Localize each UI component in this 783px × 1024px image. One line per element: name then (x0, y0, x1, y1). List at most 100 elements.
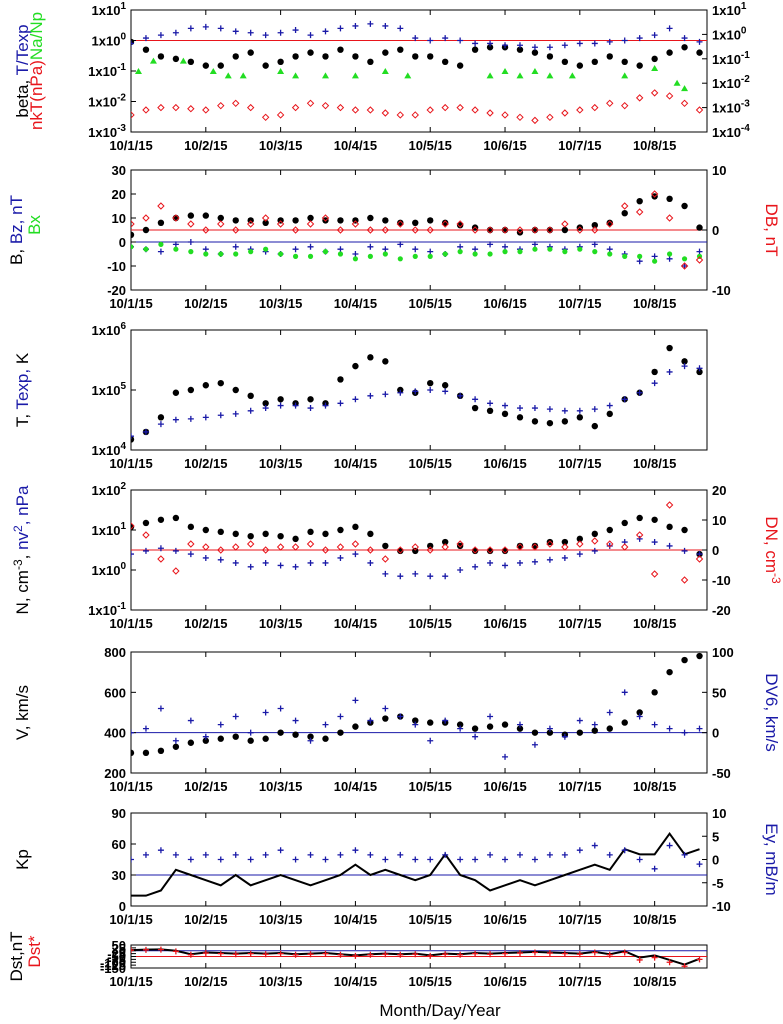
data-point (131, 436, 135, 443)
data-point (412, 856, 419, 863)
data-point (202, 851, 209, 858)
data-point (179, 57, 187, 64)
data-point (427, 737, 434, 744)
axis-label: DN, cm-3 (762, 516, 783, 584)
data-point (202, 62, 210, 69)
data-point (681, 35, 688, 42)
data-point (531, 418, 539, 425)
data-point (622, 253, 628, 259)
data-point (531, 49, 539, 56)
x-tick-label: 10/5/15 (409, 974, 452, 989)
x-tick-label: 10/7/15 (558, 138, 601, 153)
data-point (307, 49, 314, 56)
data-point (217, 950, 224, 957)
data-point (695, 555, 704, 563)
data-point (277, 950, 284, 957)
data-point (427, 542, 434, 550)
data-point (352, 551, 359, 558)
data-point (142, 46, 150, 53)
x-tick-label: 10/3/15 (259, 912, 302, 927)
x-tick-label: 10/4/15 (334, 779, 377, 794)
data-point (486, 226, 494, 234)
data-point (472, 733, 479, 740)
y-tick-label: 1x101 (92, 521, 127, 538)
x-tick-label: 10/2/15 (184, 138, 227, 153)
data-point (621, 72, 629, 79)
data-point (292, 731, 299, 738)
data-point (142, 226, 150, 234)
data-point (576, 729, 584, 736)
data-point (487, 951, 494, 958)
data-point (471, 226, 479, 234)
data-point (367, 530, 374, 538)
data-point (337, 376, 344, 383)
data-point (277, 58, 284, 66)
data-point (404, 72, 412, 79)
data-point (187, 239, 194, 245)
data-point (217, 101, 225, 110)
data-point (351, 540, 360, 548)
data-point (651, 55, 658, 63)
data-point (307, 559, 314, 566)
axis-label: Kp (13, 849, 32, 870)
data-point (591, 537, 599, 545)
data-point (471, 106, 479, 114)
y-tick-label: 600 (104, 685, 126, 700)
data-point (636, 514, 643, 522)
data-point (131, 749, 135, 757)
data-point (218, 251, 224, 257)
x-tick-label: 10/6/15 (483, 912, 526, 927)
data-point (382, 391, 389, 398)
data-point (591, 241, 598, 248)
series-1 (131, 514, 703, 558)
x-tick-label: 10/5/15 (409, 779, 452, 794)
data-point (172, 214, 180, 222)
data-point (427, 37, 434, 44)
data-point (635, 94, 644, 102)
data-point (651, 954, 658, 961)
data-point (411, 226, 419, 234)
data-point (322, 735, 329, 742)
data-point (187, 105, 195, 113)
y-tick-label-right: 5 (712, 829, 719, 844)
data-point (352, 396, 359, 403)
data-point (561, 226, 569, 234)
data-point (172, 416, 179, 423)
axis-label: Bx (25, 215, 44, 235)
data-point (531, 405, 538, 412)
data-point (471, 725, 479, 732)
data-point (502, 402, 509, 409)
data-point (367, 717, 374, 724)
data-point (665, 214, 674, 222)
data-point (217, 735, 224, 742)
data-point (262, 62, 269, 69)
data-point (695, 106, 704, 114)
data-point (636, 709, 643, 716)
data-point (173, 246, 179, 252)
data-point (547, 246, 553, 252)
data-point (277, 402, 284, 409)
data-point (441, 58, 449, 66)
data-point (577, 246, 583, 252)
series-2 (131, 946, 703, 968)
y-tick-label-right: 1x100 (712, 25, 747, 42)
data-point (606, 542, 613, 549)
y-tick-label-right: 1x10-3 (712, 99, 750, 116)
data-point (142, 851, 149, 858)
data-point (306, 99, 315, 108)
x-tick-label: 10/8/15 (633, 296, 676, 311)
data-point (157, 219, 165, 226)
data-point (516, 405, 523, 412)
data-point (427, 573, 434, 580)
data-point (292, 402, 299, 409)
data-point (262, 219, 269, 226)
data-point (666, 368, 673, 375)
data-point (232, 226, 240, 234)
data-point (546, 72, 554, 79)
data-point (157, 248, 164, 255)
data-point (457, 725, 464, 732)
data-point (131, 729, 134, 736)
data-point (246, 540, 255, 548)
data-point (351, 72, 359, 79)
data-point (546, 950, 553, 957)
